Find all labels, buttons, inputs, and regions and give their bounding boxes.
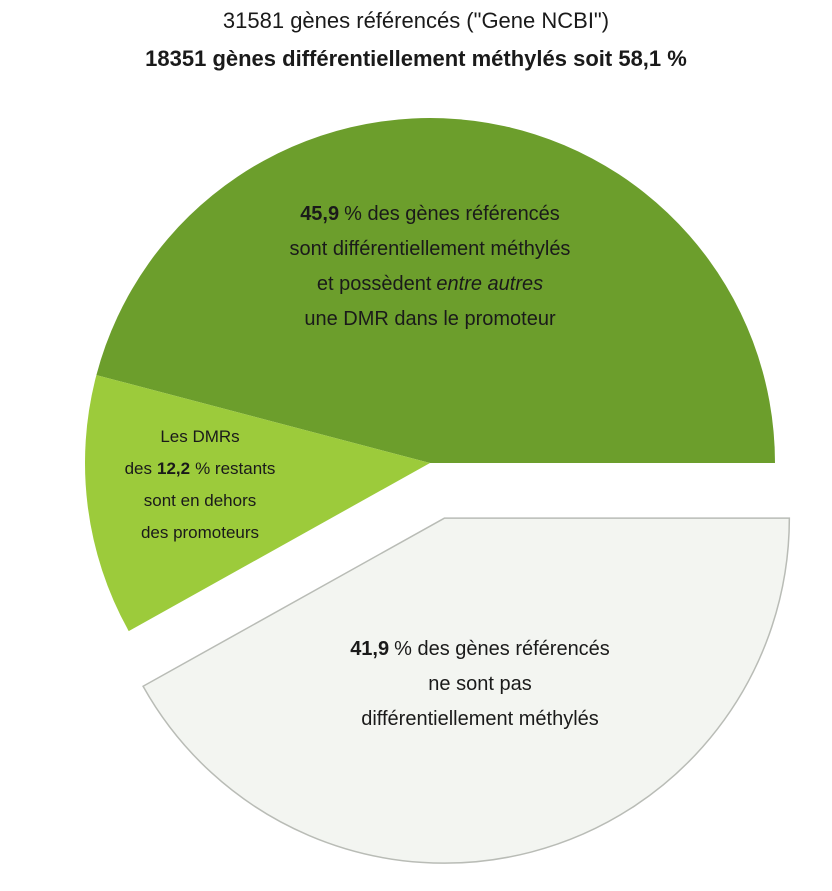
- value-label: 12,2: [157, 459, 190, 478]
- slice-label: sont en dehors: [144, 491, 256, 510]
- slice-label: des 12,2 % restants: [125, 459, 276, 478]
- label-text: % des gènes référencés: [344, 203, 560, 225]
- label-text: sont différentiellement méthylés: [290, 238, 571, 260]
- label-text: Les DMRs: [160, 427, 239, 446]
- slice-label: 41,9% des gènes référencés: [350, 638, 610, 660]
- label-text: et possèdent: [317, 273, 432, 295]
- slice-label: différentiellement méthylés: [361, 708, 599, 730]
- slice-label: et possèdent entre autres: [317, 273, 543, 295]
- label-italic: entre autres: [436, 273, 543, 295]
- pie-slice: [84, 375, 430, 632]
- pie-slice: [96, 117, 776, 463]
- chart-subtitle: 18351 gènes différentiellement méthylés …: [145, 46, 687, 71]
- label-text: ne sont pas: [428, 673, 531, 695]
- label-text: différentiellement méthylés: [361, 708, 599, 730]
- slice-label: des promoteurs: [141, 523, 259, 542]
- label-text: des promoteurs: [141, 523, 259, 542]
- label-text: sont en dehors: [144, 491, 256, 510]
- slice-label: ne sont pas: [428, 673, 531, 695]
- value-label: 41,9: [350, 638, 389, 660]
- label-text: % restants: [195, 459, 275, 478]
- pie-slice: [142, 517, 791, 864]
- chart-title: 31581 gènes référencés ("Gene NCBI"): [223, 8, 609, 33]
- label-text: % des gènes référencés: [394, 638, 610, 660]
- slice-label: une DMR dans le promoteur: [304, 308, 556, 330]
- slice-label: 45,9% des gènes référencés: [300, 203, 560, 225]
- label-text: une DMR dans le promoteur: [304, 308, 556, 330]
- slice-label: Les DMRs: [160, 427, 239, 446]
- slice-label: sont différentiellement méthylés: [290, 238, 571, 260]
- label-text: des: [125, 459, 152, 478]
- value-label: 45,9: [300, 203, 339, 225]
